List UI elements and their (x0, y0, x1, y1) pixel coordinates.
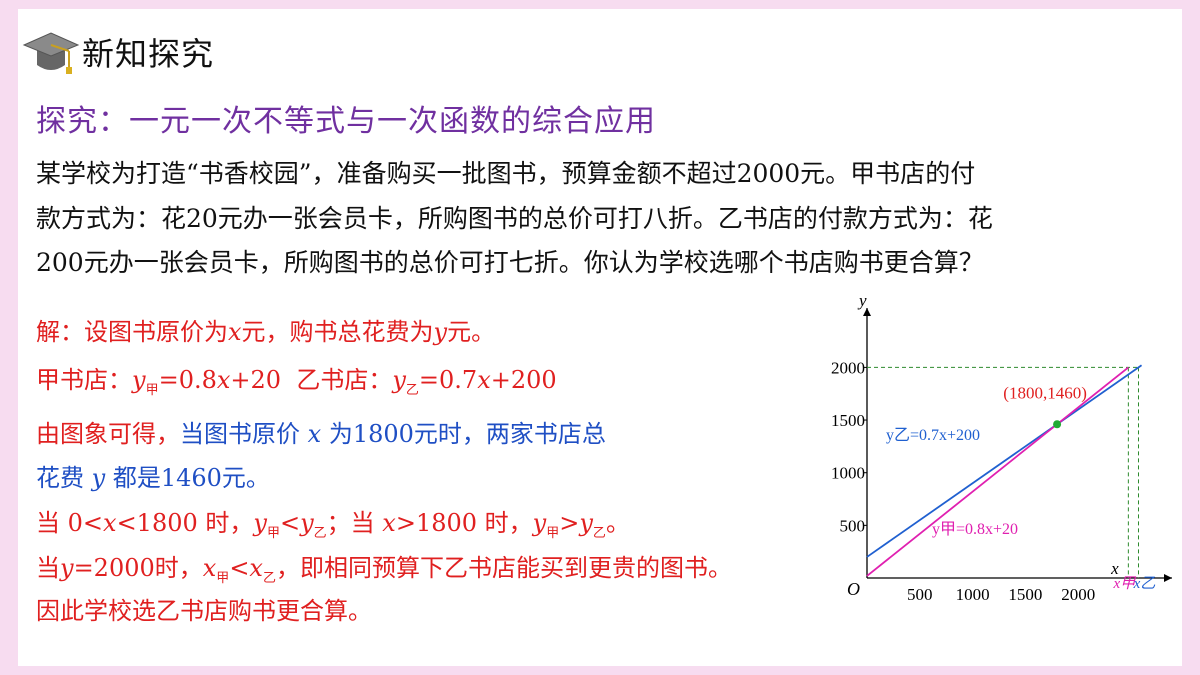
x-tick-label: 1500 (1008, 585, 1042, 604)
solution-line-6: 当y=2000时，x甲<x乙，即相同预算下乙书店能买到更贵的图书。 (36, 554, 732, 586)
y-axis-arrow (863, 308, 871, 316)
section-header: 新知探究 (22, 24, 214, 80)
problem-line: 款方式为：花20元办一张会员卡，所购图书的总价可打八折。乙书店的付款方式为：花 (36, 203, 993, 233)
solution-line-4: 花费 y 都是1460元。 (36, 464, 270, 492)
solution-line-3: 由图象可得，当图书原价 x 为1800元时，两家书店总 (36, 420, 606, 448)
x-jia-label: x甲 (1113, 576, 1138, 592)
x-axis-label: x (1110, 559, 1119, 578)
y-tick-label: 500 (840, 516, 866, 535)
solution-line-5: 当 0<x<1800 时，y甲<y乙；当 x>1800 时，y甲>y乙。 (36, 509, 630, 541)
series-label-yi: y乙=0.7x+200 (886, 427, 980, 444)
y-tick-label: 2000 (831, 358, 865, 377)
x-axis-arrow (1164, 574, 1172, 582)
y-axis-label: y (857, 291, 867, 310)
series-line-jia (866, 366, 1129, 577)
problem-line: 200元办一张会员卡，所购图书的总价可打七折。你认为学校选哪个书店购书更合算？ (36, 248, 984, 277)
origin-label: O (847, 579, 860, 599)
header-title: 新知探究 (82, 35, 215, 73)
problem-line: 某学校为打造“书香校园”，准备购买一批图书，预算金额不超过2000元。甲书店的付 (36, 159, 976, 188)
intersection-point (1053, 420, 1062, 429)
problem-text: 某学校为打造“书香校园”，准备购买一批图书，预算金额不超过2000元。甲书店的付… (36, 152, 1176, 286)
x-tick-label: 2000 (1061, 585, 1095, 604)
function-graph: x y O 500 1000 1500 2000 500 1000 1500 2000 y乙=0.7x… (831, 291, 1172, 604)
series-line-yi (866, 364, 1143, 558)
y-tick-label: 1000 (831, 464, 865, 483)
series-label-jia: y甲=0.8x+20 (932, 521, 1018, 538)
subtitle: 探究：一元一次不等式与一次函数的综合应用 (36, 104, 656, 139)
intersection-label: (1800,1460) (1003, 383, 1087, 402)
x-yi-label: x乙 (1133, 576, 1156, 592)
solution-line-1: 解：设图书原价为x元，购书总花费为y元。 (36, 318, 496, 346)
solution-line-7: 因此学校选乙书店购书更合算。 (36, 597, 372, 625)
x-tick-label: 500 (907, 585, 933, 604)
solution-line-2: 甲书店：y甲=0.8x+20 乙书店：y乙=0.7x+200 (36, 366, 557, 398)
graduation-cap-icon (22, 32, 80, 74)
x-tick-label: 1000 (956, 585, 990, 604)
y-tick-label: 1500 (831, 411, 865, 430)
